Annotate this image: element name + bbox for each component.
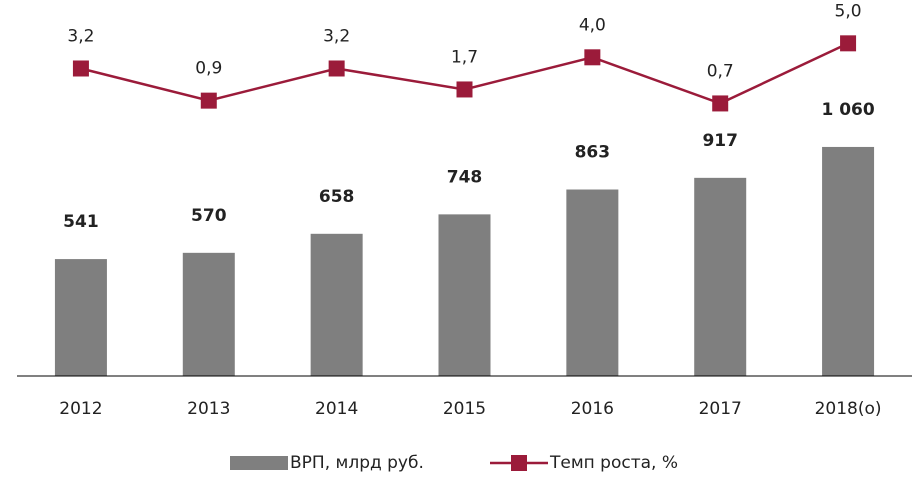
marker <box>73 60 89 76</box>
marker <box>201 93 217 109</box>
line-value-label: 1,7 <box>451 47 478 67</box>
line-value-label: 4,0 <box>579 15 606 35</box>
line-value-label: 3,2 <box>67 26 94 46</box>
legend-label: ВРП, млрд руб. <box>290 453 424 473</box>
legend-swatch <box>511 455 527 471</box>
bar-value-label: 748 <box>447 167 483 187</box>
legend-swatch <box>230 456 288 470</box>
marker <box>457 81 473 97</box>
legend-label: Темп роста, % <box>549 453 678 473</box>
bar-value-label: 1 060 <box>821 100 874 120</box>
line-value-label: 5,0 <box>835 1 862 21</box>
bar <box>55 259 107 376</box>
line-value-label: 0,7 <box>707 61 734 81</box>
line-value-label: 0,9 <box>195 59 222 79</box>
x-tick-label: 2017 <box>699 399 742 419</box>
marker <box>712 95 728 111</box>
x-tick-label: 2015 <box>443 399 486 419</box>
bar <box>311 234 363 376</box>
bar-value-label: 863 <box>575 143 611 163</box>
bar <box>694 178 746 376</box>
bar-value-label: 570 <box>191 206 227 226</box>
bar-value-label: 658 <box>319 187 355 207</box>
bar-value-label: 541 <box>63 212 99 232</box>
x-tick-label: 2014 <box>315 399 358 419</box>
bar <box>822 147 874 376</box>
bar <box>183 253 235 376</box>
line-value-label: 3,2 <box>323 26 350 46</box>
marker <box>329 60 345 76</box>
bar-value-label: 917 <box>702 131 738 151</box>
bar <box>439 214 491 376</box>
x-tick-label: 2016 <box>571 399 614 419</box>
x-tick-label: 2012 <box>59 399 102 419</box>
marker <box>584 49 600 65</box>
chart: 541 570 658 748 863 917 1 060 2012 2013 2014 2015 2… <box>0 0 915 474</box>
x-tick-label: 2013 <box>187 399 230 419</box>
x-tick-label: 2018(о) <box>815 399 882 419</box>
bar <box>566 190 618 376</box>
marker <box>840 35 856 51</box>
